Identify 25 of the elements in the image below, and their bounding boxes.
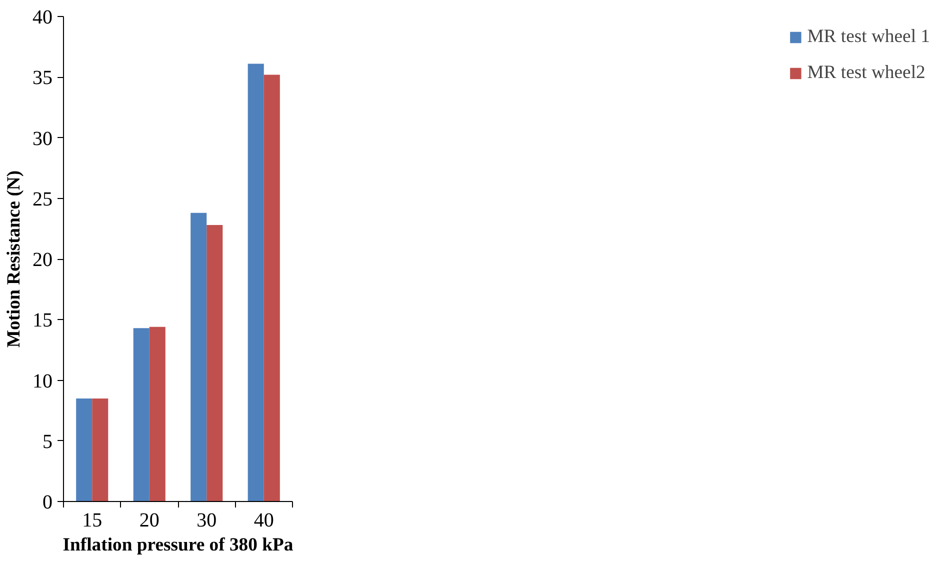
bar [206,225,223,502]
bar [264,74,280,502]
bar [133,328,150,502]
y-tick-label: 0 [42,492,52,514]
y-tick-label: 40 [32,6,52,28]
x-tick-label: 30 [196,510,217,532]
y-axis-title: Motion Resistance (N) [4,170,24,348]
legend-label: MR test wheel 1 [807,26,930,48]
y-tick-label: 20 [32,249,52,271]
bar [190,212,207,502]
legend-label: MR test wheel2 [807,62,926,84]
bar [149,326,166,502]
bar [248,64,264,502]
bar [92,398,108,502]
x-tick-label: 20 [139,510,160,532]
y-tick-label: 10 [32,370,52,392]
bar [76,398,92,502]
y-tick-label: 15 [32,310,52,332]
x-tick-label: 40 [254,510,274,532]
y-tick-label: 30 [32,128,52,150]
y-tick-label: 5 [42,430,52,453]
y-tick-label: 25 [32,188,52,210]
x-tick-label: 15 [82,510,102,532]
y-tick-label: 35 [32,67,52,90]
x-axis-title: Inflation pressure of 380 kPa [62,534,294,556]
